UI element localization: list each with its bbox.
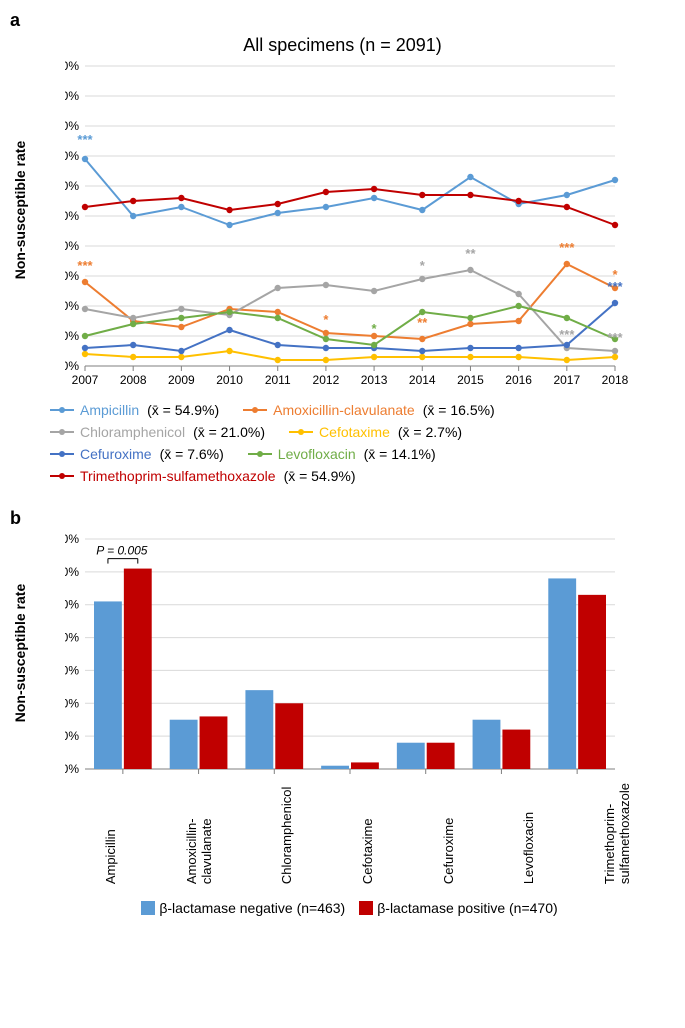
svg-text:*: * bbox=[420, 258, 426, 273]
bar-xlabel: Amoxicillin- clavulanate bbox=[184, 783, 214, 890]
bar-xlabel: Chloramphenicol bbox=[279, 783, 294, 890]
chart-a-legend: Ampicillin (x̄ = 54.9%) Amoxicillin-clavu… bbox=[50, 402, 665, 484]
svg-text:70%: 70% bbox=[65, 533, 79, 546]
svg-text:40%: 40% bbox=[65, 239, 79, 253]
svg-text:20%: 20% bbox=[65, 299, 79, 313]
svg-text:*: * bbox=[323, 312, 329, 327]
svg-text:2009: 2009 bbox=[168, 373, 195, 387]
svg-text:20%: 20% bbox=[65, 696, 79, 710]
panel-a-label: a bbox=[10, 10, 675, 31]
svg-text:10%: 10% bbox=[65, 729, 79, 743]
chart-a: 0%10%20%30%40%50%60%70%80%90%100%2007200… bbox=[65, 60, 675, 390]
chart-a-wrap: Non-susceptible rate 0%10%20%30%40%50%60… bbox=[10, 60, 675, 390]
svg-text:***: *** bbox=[77, 258, 93, 273]
svg-text:70%: 70% bbox=[65, 149, 79, 163]
legend-item: Trimethoprim-sulfamethoxazole (x̄ = 54.9… bbox=[50, 468, 356, 484]
svg-text:90%: 90% bbox=[65, 89, 79, 103]
legend-item: Amoxicillin-clavulanate (x̄ = 16.5%) bbox=[243, 402, 495, 418]
svg-text:60%: 60% bbox=[65, 565, 79, 579]
svg-text:2010: 2010 bbox=[216, 373, 243, 387]
svg-text:P = 0.005: P = 0.005 bbox=[96, 544, 148, 558]
bar-xlabel: Trimethoprim- sulfamethoxazole bbox=[602, 783, 632, 890]
legend-item: Levofloxacin (x̄ = 14.1%) bbox=[248, 446, 436, 462]
svg-text:10%: 10% bbox=[65, 329, 79, 343]
svg-text:2018: 2018 bbox=[602, 373, 629, 387]
legend-item: Ampicillin (x̄ = 54.9%) bbox=[50, 402, 219, 418]
svg-text:2012: 2012 bbox=[313, 373, 340, 387]
legend-item: Cefotaxime (x̄ = 2.7%) bbox=[289, 424, 462, 440]
svg-text:2017: 2017 bbox=[553, 373, 580, 387]
svg-text:***: *** bbox=[559, 240, 575, 255]
bar-xlabel: Cefuroxime bbox=[441, 783, 456, 890]
chart-b-wrap: Non-susceptible rate 0% 10% 20% 30% 40% 50% 60… bbox=[10, 533, 675, 783]
svg-text:***: *** bbox=[77, 132, 93, 147]
svg-text:50%: 50% bbox=[65, 209, 79, 223]
svg-text:2007: 2007 bbox=[72, 373, 99, 387]
chart-a-title: All specimens (n = 2091) bbox=[10, 35, 675, 56]
svg-text:***: *** bbox=[559, 327, 575, 342]
chart-a-ylabel: Non-susceptible rate bbox=[12, 141, 28, 279]
legend-item: Cefuroxime (x̄ = 7.6%) bbox=[50, 446, 224, 462]
svg-text:0%: 0% bbox=[65, 762, 79, 776]
svg-text:*: * bbox=[372, 321, 378, 336]
svg-text:2016: 2016 bbox=[505, 373, 532, 387]
svg-text:2013: 2013 bbox=[361, 373, 388, 387]
svg-text:***: *** bbox=[607, 279, 623, 294]
legend-item: Chloramphenicol (x̄ = 21.0%) bbox=[50, 424, 265, 440]
svg-text:80%: 80% bbox=[65, 119, 79, 133]
svg-text:**: ** bbox=[417, 315, 428, 330]
bar-xlabel: Levofloxacin bbox=[521, 783, 536, 890]
svg-text:2014: 2014 bbox=[409, 373, 436, 387]
svg-text:2008: 2008 bbox=[120, 373, 147, 387]
chart-b-xlabels: Ampicillin Amoxicillin- clavulanate Chlora… bbox=[70, 783, 665, 890]
svg-text:40%: 40% bbox=[65, 631, 79, 645]
bar-xlabel: Ampicillin bbox=[103, 783, 118, 890]
svg-text:**: ** bbox=[465, 246, 476, 261]
chart-b: 0% 10% 20% 30% 40% 50% 60% 70% P = 0.005 bbox=[65, 533, 675, 783]
svg-text:30%: 30% bbox=[65, 663, 79, 677]
svg-text:2015: 2015 bbox=[457, 373, 484, 387]
svg-text:2011: 2011 bbox=[265, 373, 291, 387]
chart-b-legend: β-lactamase negative (n=463)β-lactamase … bbox=[10, 900, 675, 916]
svg-text:50%: 50% bbox=[65, 598, 79, 612]
svg-text:100%: 100% bbox=[65, 60, 79, 73]
svg-text:60%: 60% bbox=[65, 179, 79, 193]
chart-b-ylabel: Non-susceptible rate bbox=[12, 584, 28, 722]
svg-text:0%: 0% bbox=[65, 359, 79, 373]
panel-b-label: b bbox=[10, 508, 675, 529]
svg-text:***: *** bbox=[607, 330, 623, 345]
bar-xlabel: Cefotaxime bbox=[360, 783, 375, 890]
